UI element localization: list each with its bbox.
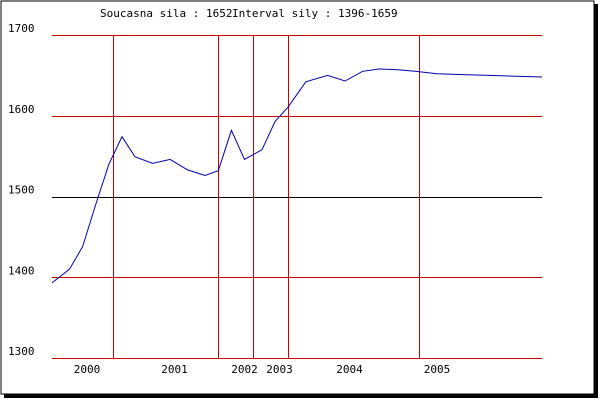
x-tick-label: 2002 [231,363,258,376]
strength-interval-text: Interval sily : 1396-1659 [232,7,398,20]
series-layer [51,68,543,284]
y-tick-label: 1700 [8,22,35,35]
strength-series-line [51,68,543,284]
x-tick-label: 2001 [161,363,188,376]
y-tick-label: 1500 [8,184,35,197]
x-tick-label: 2000 [74,363,101,376]
chart-header: Soucasna sila : 1652 Interval sily : 139… [100,7,398,20]
x-tick-label: 2004 [336,363,363,376]
y-tick-label: 1300 [8,345,35,358]
y-tick-label: 1400 [8,264,35,277]
current-strength-text: Soucasna sila : 1652 [100,7,232,20]
x-tick-label: 2003 [266,363,293,376]
y-tick-label: 1600 [8,103,35,116]
tick-labels: 1300 1400 1500 1600 1700 2000 2001 2002 2003 2004… [8,22,450,376]
grid-lines [52,35,542,359]
x-tick-label: 2005 [424,363,451,376]
